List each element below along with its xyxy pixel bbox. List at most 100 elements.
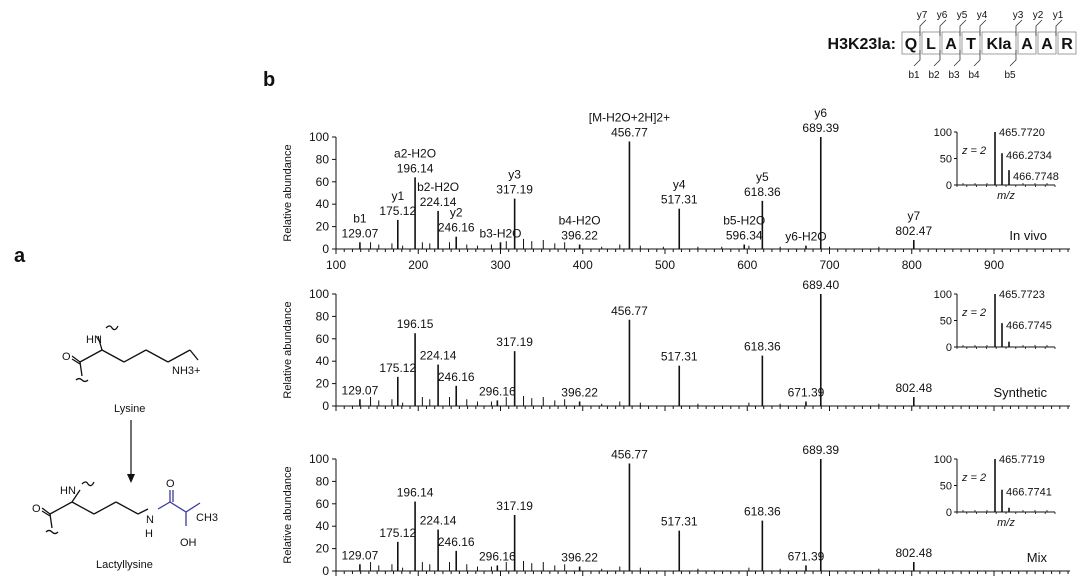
y-tick-label: 20 <box>316 377 330 391</box>
peak-label: 671.39 <box>788 549 825 563</box>
lactyllysine-n: N <box>146 514 154 526</box>
sequence-box <box>961 31 981 55</box>
peak-label: 129.07 <box>342 548 379 562</box>
y-ion-bracket <box>919 19 927 36</box>
y-tick-label: 40 <box>316 519 330 533</box>
lactyllysine-bond <box>115 501 139 515</box>
peak-label: 517.31 <box>661 515 698 529</box>
lactyl-bond <box>185 502 201 513</box>
lactyllysine-hn: HN <box>60 485 76 497</box>
peak-label: 618.36 <box>744 505 781 519</box>
peak-label: 689.39 <box>802 443 839 457</box>
peak-label: 618.36 <box>744 185 781 199</box>
ion-annotation: b5-H2O <box>723 214 765 228</box>
inset-y-tick-label: 50 <box>940 481 952 493</box>
y-tick-label: 0 <box>322 564 329 578</box>
x-tick-label: 700 <box>819 258 839 272</box>
y-tick-label: 60 <box>316 332 330 346</box>
inset-y-tick-label: 0 <box>946 507 952 519</box>
lysine-bond <box>189 349 199 361</box>
peak-label: 317.19 <box>496 335 533 349</box>
peak-label: 224.14 <box>420 349 457 363</box>
sequence-residue: A <box>1041 36 1053 53</box>
x-tick-label: 100 <box>326 258 346 272</box>
peak-label: 671.39 <box>788 386 825 400</box>
peak-label: 396.22 <box>561 386 598 400</box>
peak-label: 396.22 <box>561 551 598 565</box>
lactyl-group <box>157 490 201 526</box>
inset-peak-label: 465.7720 <box>999 127 1045 139</box>
condition-label: In vivo <box>1009 228 1047 243</box>
lysine-bond <box>123 349 147 363</box>
y-tick-label: 80 <box>316 152 330 166</box>
b-ion-bracket <box>953 50 961 67</box>
spectrum-panel-synthetic: 0 20 40 60 80 100 Relative abundance 129.07175.… <box>282 278 1070 413</box>
peak-label: 596.34 <box>726 229 763 243</box>
y-tick-label: 40 <box>316 354 330 368</box>
inset-y-tick-label: 100 <box>934 454 952 466</box>
y-tick-label: 0 <box>322 242 329 256</box>
lactyllysine-structure <box>41 481 149 535</box>
inset-peak-label: 466.7745 <box>1006 320 1052 332</box>
y-ion-label: y6 <box>937 10 948 21</box>
peak-label: 196.14 <box>397 486 434 500</box>
lysine-name: Lysine <box>114 403 145 415</box>
b-ion-label: b4 <box>968 70 980 81</box>
lysine-bond <box>101 349 125 363</box>
peak-label: 317.19 <box>496 499 533 513</box>
peak-label: 224.14 <box>420 514 457 528</box>
ion-annotation: y6-H2O <box>785 230 826 244</box>
peak-label: 689.40 <box>802 278 839 292</box>
b-ion-bracket <box>973 50 981 67</box>
peak-label: 129.07 <box>342 383 379 397</box>
sequence-residue: L <box>926 36 936 53</box>
ion-annotation: y7 <box>907 209 920 223</box>
inset-charge-label: z = 2 <box>961 472 986 484</box>
lactyllysine-bond <box>41 507 51 515</box>
sequence-residue: Kla <box>987 36 1012 53</box>
peak-label: 246.16 <box>438 370 475 384</box>
lactyl-bond <box>169 501 187 513</box>
sequence-box <box>1037 31 1057 55</box>
lactyllysine-o: O <box>32 503 41 515</box>
y-ion-label: y7 <box>917 10 928 21</box>
y-ion-bracket <box>1035 19 1043 36</box>
spectrum-panel-mix: 0 20 40 60 80 100 Relative abundance 129.07175.… <box>282 443 1070 578</box>
lysine-o: O <box>62 351 71 363</box>
inset-charge-label: z = 2 <box>961 145 986 157</box>
peak-label: 246.16 <box>438 535 475 549</box>
isotope-inset: 0 50 100 z = 2 465.7719 466.7741 m/z <box>934 454 1056 529</box>
lysine-structure <box>71 325 199 383</box>
y-ion-label: y5 <box>957 10 968 21</box>
lactyllysine-h: H <box>145 528 153 540</box>
peak-label: 456.77 <box>611 304 648 318</box>
b-ion-bracket <box>933 50 941 67</box>
inset-peak-label: 465.7723 <box>999 289 1045 301</box>
peak-label: 296.16 <box>479 549 516 563</box>
ion-annotation: b2-H2O <box>417 180 459 194</box>
sequence-box <box>981 31 1017 55</box>
inset-y-tick-label: 100 <box>934 127 952 139</box>
sequence-box <box>941 31 961 55</box>
arrow-head-icon <box>127 474 135 483</box>
peak-label: 802.47 <box>895 224 932 238</box>
peak-label: 517.31 <box>661 193 698 207</box>
lysine-bond <box>145 349 169 363</box>
y-ion-bracket <box>959 19 967 36</box>
y-tick-label: 20 <box>316 542 330 556</box>
sequence-residue: Q <box>905 36 917 53</box>
peak-label: 317.19 <box>496 183 533 197</box>
ion-annotation: b3-H2O <box>479 226 521 240</box>
condition-label: Mix <box>1027 550 1048 565</box>
lysine-wavy-bond <box>105 325 119 331</box>
ion-annotation: y3 <box>508 168 521 182</box>
lactyl-ch3: CH3 <box>196 512 218 524</box>
b-ion-bracket <box>1009 50 1017 67</box>
y-ion-bracket <box>1015 19 1023 36</box>
y-tick-label: 20 <box>316 220 330 234</box>
lactyllysine-bond <box>49 501 73 515</box>
lactyllysine-bond <box>71 501 95 515</box>
inset-y-tick-label: 50 <box>940 154 952 166</box>
